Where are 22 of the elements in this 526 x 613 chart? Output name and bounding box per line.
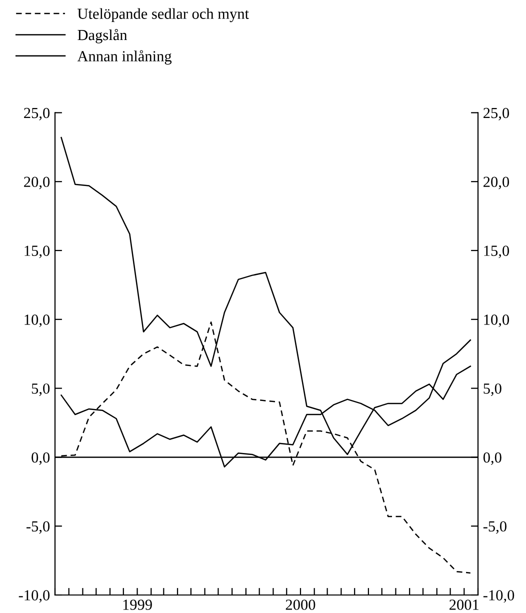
y-tick-label: -5,0 xyxy=(26,521,50,534)
y-tick-label: 15,0 xyxy=(24,246,50,258)
y2-tick-label: 5,0 xyxy=(484,383,502,396)
y2-tick-label: 20,0 xyxy=(484,176,510,190)
y-tick-label: 0,0 xyxy=(32,452,50,465)
x-tick-label: 1999 xyxy=(123,600,152,610)
y2-tick-label: 15,0 xyxy=(484,246,510,258)
y2-tick-label: 10,0 xyxy=(484,314,510,328)
y-tick-label: 5,0 xyxy=(32,383,50,396)
legend-label: Annan inlåning xyxy=(77,50,172,65)
x-tick-label: 2000 xyxy=(286,600,316,610)
y-tick-label: 20,0 xyxy=(24,176,50,190)
y2-tick-label: -10,0 xyxy=(483,590,514,603)
y-tick-label: 25,0 xyxy=(24,108,50,120)
x-tick-label: 2001 xyxy=(450,600,478,610)
legend-label: Utelöpande sedlar och mynt xyxy=(78,8,249,22)
legend-label: Dagslån xyxy=(78,28,128,44)
y-tick-label: 10,0 xyxy=(24,314,50,328)
y2-tick-label: 0,0 xyxy=(483,452,502,465)
y-tick-label: -10,0 xyxy=(18,590,50,603)
y2-tick-label: 25,0 xyxy=(484,108,510,120)
y2-tick-label: -5,0 xyxy=(483,521,506,534)
